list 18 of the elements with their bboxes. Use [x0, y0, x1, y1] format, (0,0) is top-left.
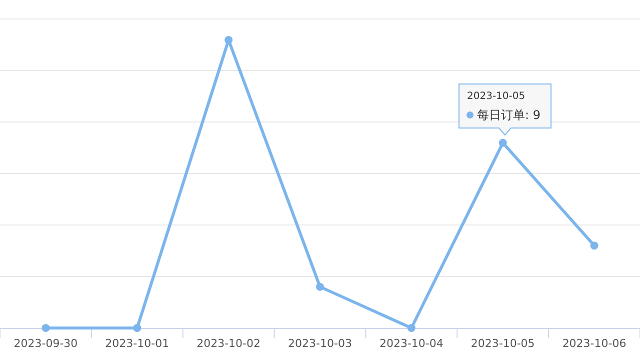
legend: 每日订单 — [466, 108, 525, 122]
point — [42, 324, 50, 332]
x-tick-label: 2023-09-30 — [14, 337, 78, 350]
x-tick-label: 2023-10-06 — [562, 337, 626, 350]
point — [590, 242, 598, 250]
x-tick-label: 2023-10-03 — [288, 337, 352, 350]
x-tick-label: 2023-10-04 — [379, 337, 444, 350]
annotation: 2023-10-05 — [467, 91, 526, 102]
point — [133, 324, 142, 332]
annotation: : 9 — [525, 108, 540, 122]
point — [498, 138, 507, 147]
legend-label: 每日订单 — [477, 108, 525, 122]
x-tick-label: 2023-10-02 — [196, 337, 261, 350]
point — [316, 282, 324, 291]
point — [407, 324, 416, 332]
point — [224, 36, 233, 44]
x-tick-label: 2023-10-01 — [105, 337, 170, 350]
x-tick-label: 2023-10-05 — [470, 337, 535, 350]
